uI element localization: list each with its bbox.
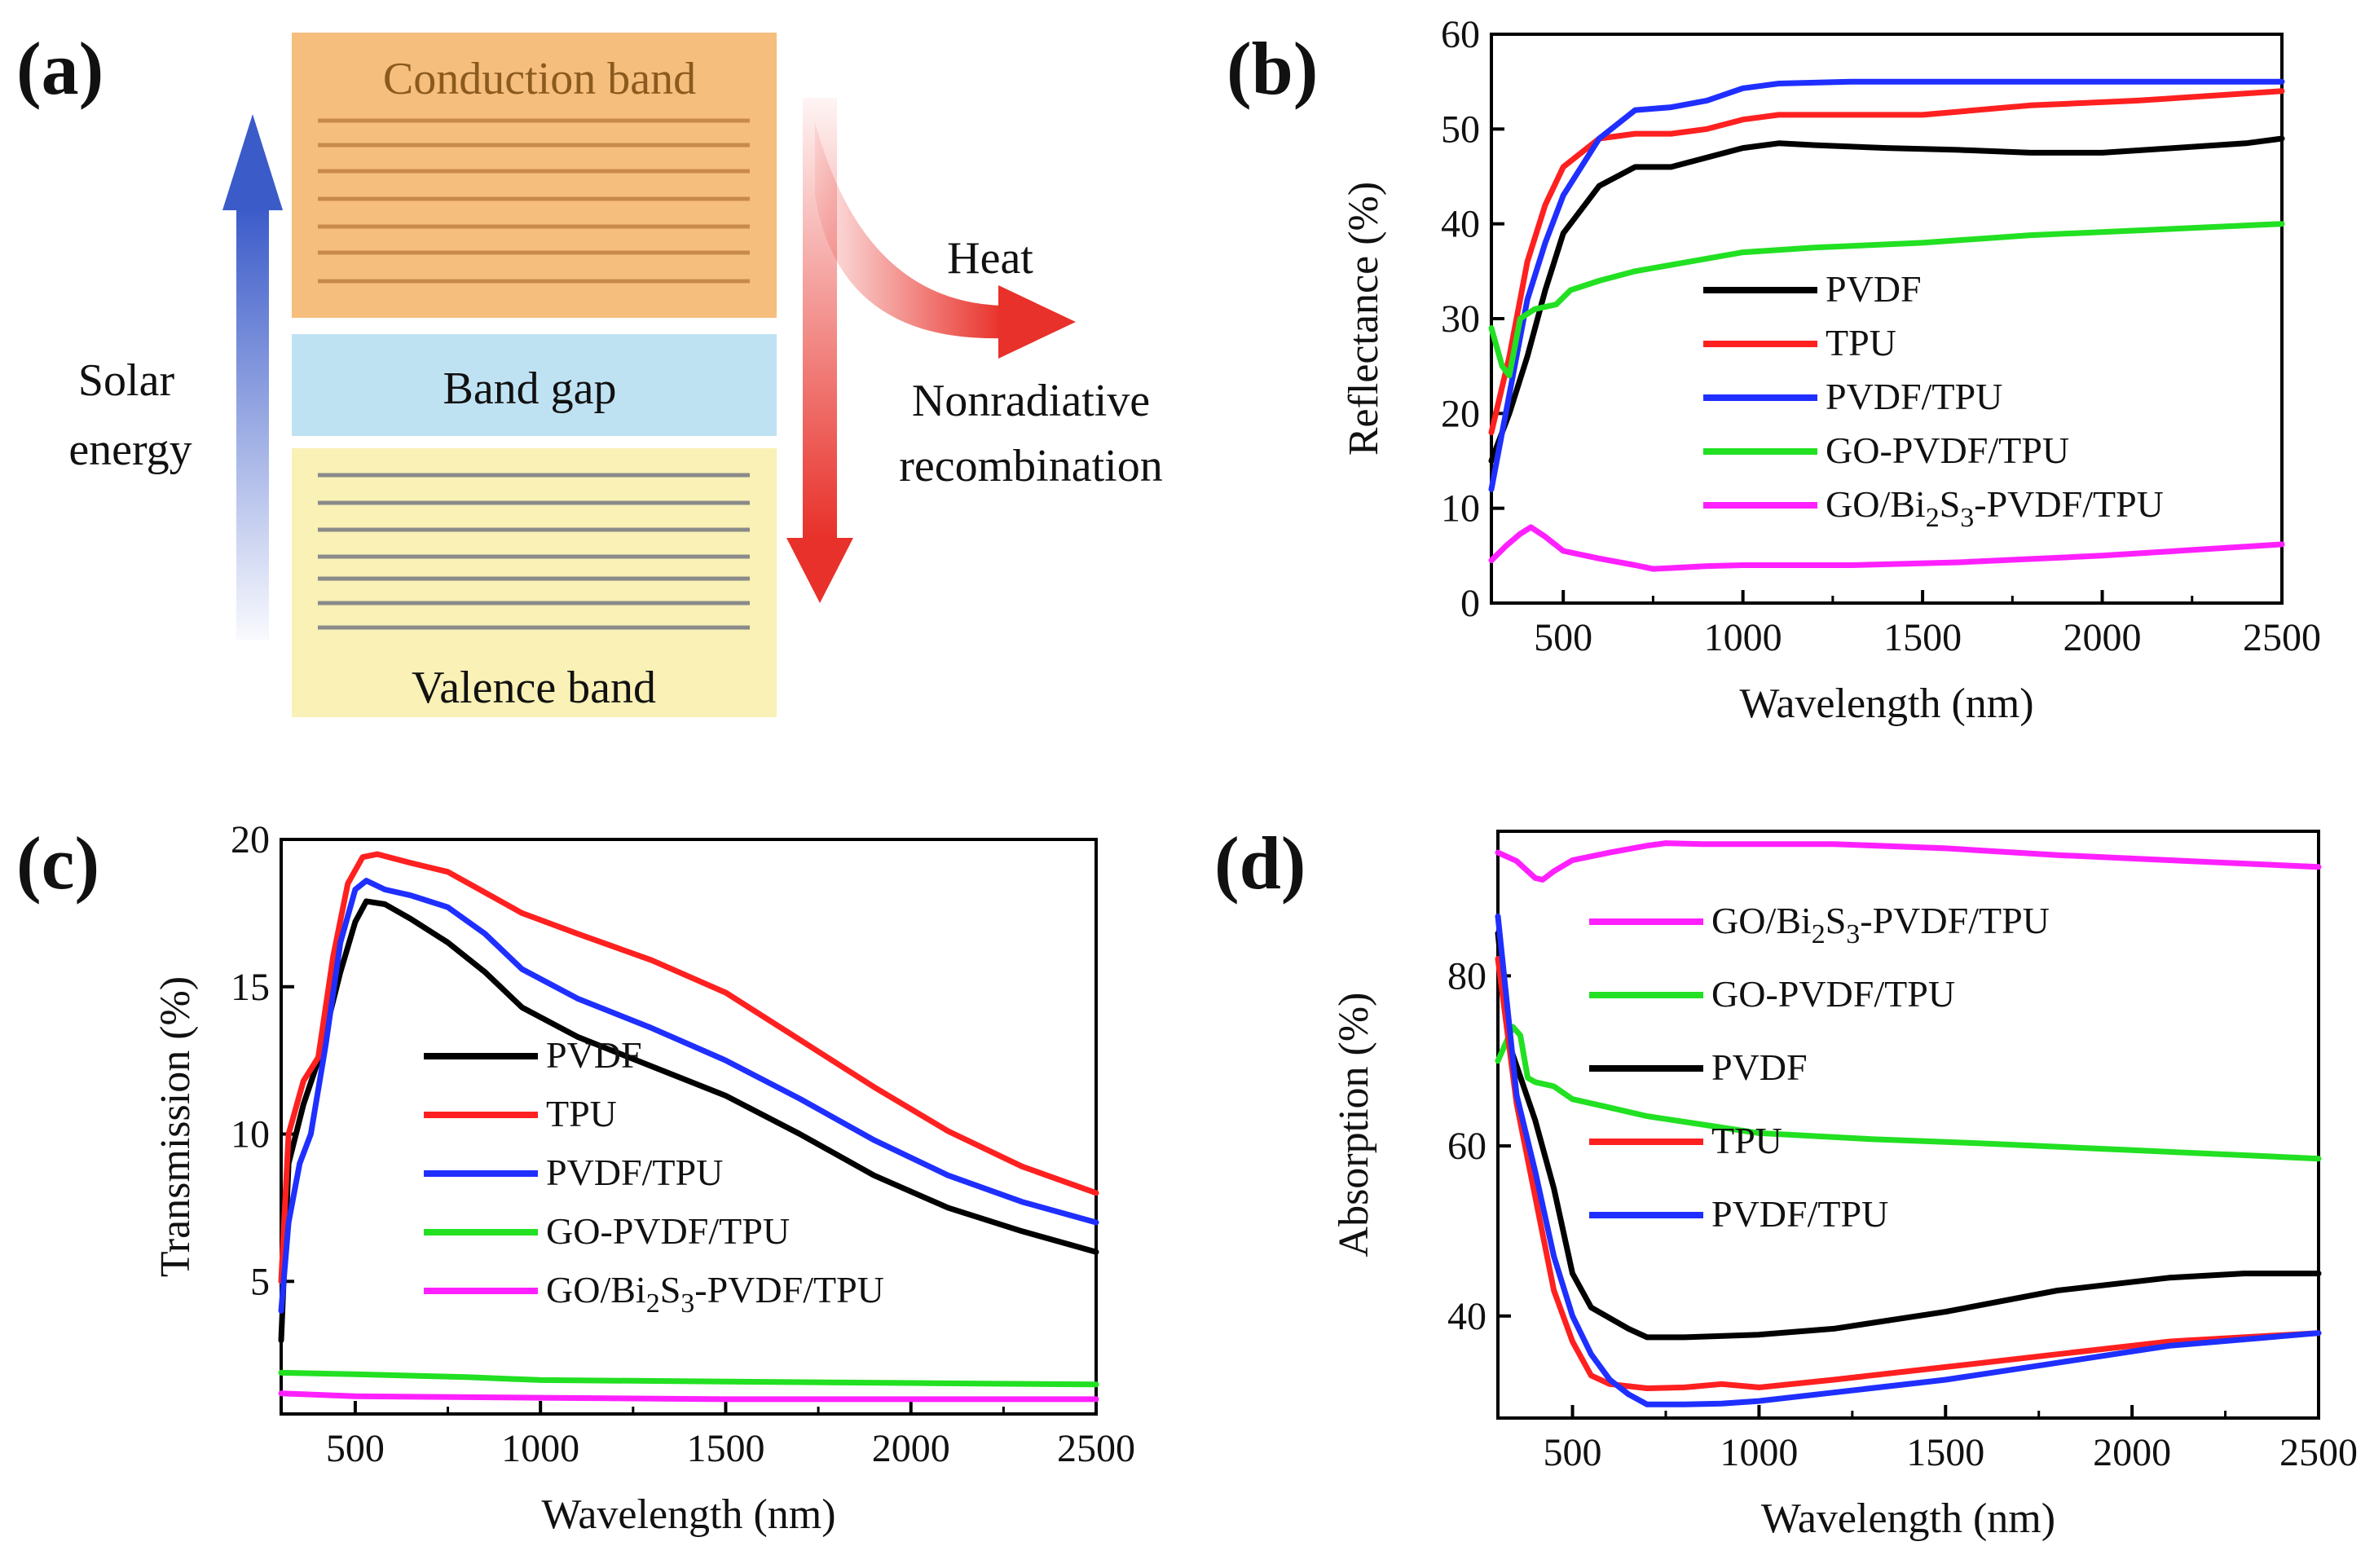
legend-label: PVDF/TPU: [1826, 376, 2002, 417]
y-tick-label: 10: [231, 1113, 270, 1156]
x-tick-label: 1000: [1704, 616, 1782, 659]
x-tick-label: 500: [1534, 616, 1592, 659]
legend-label: GO-PVDF/TPU: [1711, 973, 1955, 1015]
series-line-pvdf: [278, 898, 1099, 1344]
y-tick-label: 30: [1441, 297, 1480, 341]
y-tick-label: 5: [250, 1260, 270, 1303]
band-gap-label: Band gap: [443, 363, 616, 414]
y-tick-label: 40: [1447, 1295, 1487, 1338]
solar-label-line1: Solar: [78, 355, 175, 406]
panel-label-d: (d): [1214, 821, 1306, 905]
x-tick-label: 2000: [2063, 616, 2142, 659]
absorption-chart: 500 1000 1500 2000 2500 40 60 80 Wavelength (nm)…: [1331, 830, 2358, 1542]
x-axis-label: Wavelength (nm): [541, 1491, 835, 1538]
x-tick-label: 500: [1544, 1431, 1602, 1474]
y-tick-label: 80: [1447, 954, 1487, 998]
reflectance-chart: 500 1000 1500 2000 2500 0 10 20 30 40 50 60 Waveleng…: [1341, 13, 2321, 727]
legend-label: GO/Bi2S3-PVDF/TPU: [1826, 483, 2164, 533]
valence-band-box: [292, 448, 777, 717]
legend-label: TPU: [546, 1093, 617, 1134]
legend-label: PVDF: [1711, 1046, 1808, 1088]
legend-label: PVDF: [546, 1034, 642, 1076]
x-tick-label: 2000: [2093, 1431, 2171, 1474]
y-tick-label: 40: [1441, 203, 1480, 246]
heat-arrow-icon: [815, 122, 1076, 359]
series-line-pvdf-tpu: [1488, 78, 2285, 492]
legend-label: TPU: [1826, 322, 1896, 363]
series-line-tpu: [1488, 88, 2285, 436]
x-tick-label: 2500: [2243, 616, 2321, 659]
series-line-go-bi2s3-pvdf-tpu: [278, 1390, 1099, 1403]
y-axis-label: Absorption (%): [1331, 993, 1377, 1257]
series-line-go-pvdf-tpu: [1495, 1024, 2322, 1162]
y-tick-label: 10: [1441, 487, 1480, 531]
conduction-band-label: Conduction band: [383, 54, 696, 104]
nonradiative-label-line2: recombination: [899, 441, 1162, 491]
x-axis-label: Wavelength (nm): [1739, 680, 2033, 727]
solar-energy-arrow-icon: [222, 114, 283, 640]
y-tick-label: 50: [1441, 108, 1480, 151]
y-tick-label: 20: [1441, 392, 1480, 435]
heat-label: Heat: [947, 233, 1033, 284]
y-tick-label: 20: [231, 818, 270, 861]
series-line-pvdf: [1488, 135, 2285, 464]
legend-label: GO-PVDF/TPU: [546, 1210, 790, 1252]
series-line-go-pvdf-tpu: [1488, 221, 2285, 379]
valence-band-label: Valence band: [412, 663, 656, 713]
y-tick-label: 60: [1447, 1125, 1487, 1168]
x-tick-label: 1500: [1883, 616, 1962, 659]
conduction-levels: [318, 118, 750, 284]
conduction-band-box: [292, 33, 777, 318]
x-tick-label: 1000: [1720, 1431, 1798, 1474]
legend-label: TPU: [1711, 1120, 1782, 1161]
legend-label: GO-PVDF/TPU: [1826, 429, 2069, 471]
legend-label: PVDF/TPU: [546, 1152, 723, 1193]
series-line-go-bi2s3-pvdf-tpu: [1488, 524, 2285, 572]
x-tick-label: 1500: [686, 1427, 764, 1470]
legend-label: GO/Bi2S3-PVDF/TPU: [546, 1269, 884, 1319]
series-line-pvdf-tpu: [1495, 913, 2322, 1407]
y-tick-label: 15: [231, 966, 270, 1009]
y-tick-label: 0: [1460, 582, 1480, 625]
x-axis-label: Wavelength (nm): [1761, 1495, 2055, 1542]
y-tick-label: 60: [1441, 13, 1480, 56]
transmission-chart: 500 1000 1500 2000 2500 5 10 15 20 Wavelength (nm…: [152, 818, 1135, 1538]
panel-label-b: (b): [1227, 27, 1318, 110]
valence-levels: [318, 473, 750, 630]
x-tick-label: 1500: [1906, 1431, 1984, 1474]
x-tick-label: 2500: [2279, 1431, 2358, 1474]
band-diagram: Conduction band Band gap Valence band So…: [68, 33, 1163, 717]
x-tick-label: 500: [326, 1427, 385, 1470]
panel-label-a: (a): [16, 27, 104, 110]
legend-label: GO/Bi2S3-PVDF/TPU: [1711, 900, 2050, 949]
legend-label: PVDF/TPU: [1711, 1193, 1888, 1235]
nonradiative-label-line1: Nonradiative: [912, 376, 1150, 426]
y-axis-label: Transmission (%): [152, 976, 199, 1277]
series-line-pvdf-tpu: [278, 878, 1099, 1314]
series-line-pvdf: [1495, 930, 2322, 1341]
x-tick-label: 2500: [1057, 1427, 1135, 1470]
solar-label-line2: energy: [68, 425, 192, 475]
x-tick-label: 1000: [501, 1427, 579, 1470]
panel-label-c: (c): [16, 821, 99, 905]
y-axis-label: Reflectance (%): [1341, 182, 1387, 456]
series-line-go-bi2s3-pvdf-tpu: [1495, 840, 2322, 883]
series-line-tpu: [1495, 956, 2322, 1391]
band-gap-box: [292, 334, 777, 436]
series-line-tpu: [278, 851, 1099, 1284]
x-tick-label: 2000: [872, 1427, 950, 1470]
series-line-go-pvdf-tpu: [278, 1369, 1099, 1388]
plot-frame: [280, 838, 1098, 1416]
plot-frame: [1496, 830, 2320, 1420]
legend-label: PVDF: [1826, 268, 1922, 310]
